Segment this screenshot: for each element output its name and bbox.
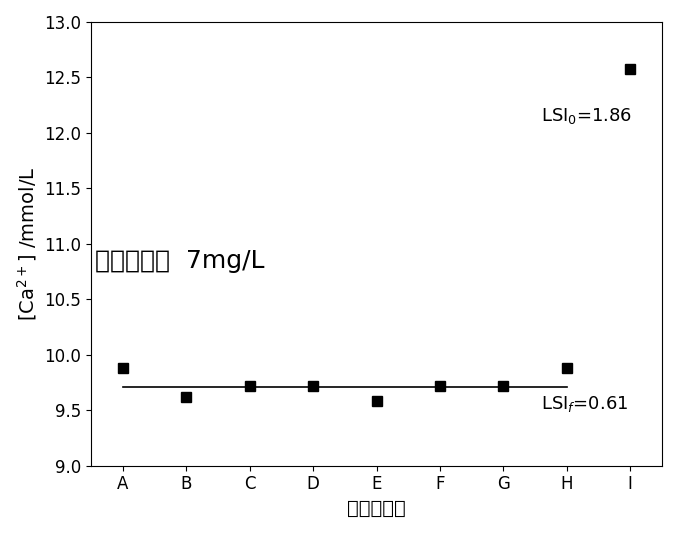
Text: LSI$_{f}$=0.61: LSI$_{f}$=0.61 [542,393,629,414]
Text: LSI$_{0}$=1.86: LSI$_{0}$=1.86 [542,106,632,126]
X-axis label: 阻垄剂种类: 阻垄剂种类 [347,499,406,518]
Text: 阻垄剂浓度  7mg/L: 阻垄剂浓度 7mg/L [95,248,265,272]
Y-axis label: [Ca$^{2+}$] /mmol/L: [Ca$^{2+}$] /mmol/L [15,167,39,321]
